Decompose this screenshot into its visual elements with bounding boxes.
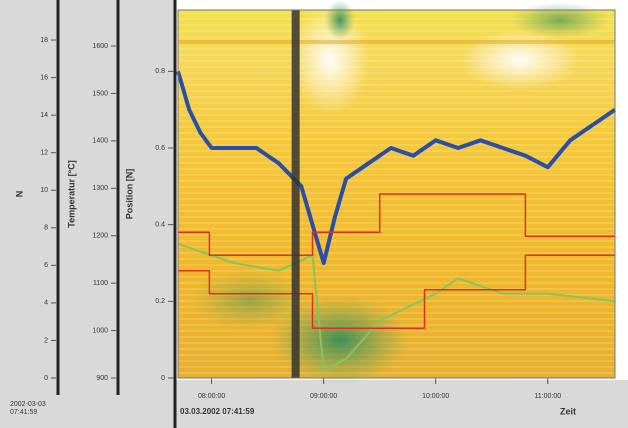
y-tick-label: 1600	[92, 43, 108, 50]
series-line	[176, 70, 617, 265]
x-axis-label: Zeit	[560, 406, 576, 416]
y-tick-label: 0	[44, 375, 48, 382]
y-tick-label: 0	[161, 375, 165, 382]
y-tick-label: 0.2	[155, 298, 165, 305]
y-tick-label: 0.4	[155, 222, 165, 229]
y-tick-label: 18	[40, 37, 48, 44]
y-tick-label: 6	[44, 262, 48, 269]
cursor	[291, 10, 300, 378]
x-tick-label: 10:00:00	[422, 393, 449, 400]
y-tick-label: 1000	[92, 327, 108, 334]
y-tick-label: 1200	[92, 233, 108, 240]
x-tick-label: 09:00:00	[310, 393, 337, 400]
y-tick-label: 4	[44, 300, 48, 307]
y-tick-label: 1500	[92, 90, 108, 97]
y-tick-label: 8	[44, 225, 48, 232]
x-tick-label: 11:00:00	[534, 393, 561, 400]
start-date: 2002-03-03	[10, 401, 46, 408]
axis-label: N	[14, 191, 24, 198]
time-panel	[0, 380, 628, 428]
start-label: 03.03.2002 07:41:59	[180, 407, 255, 416]
y-tick-label: 12	[40, 150, 48, 157]
y-tick-label: 14	[40, 112, 48, 119]
y-tick-label: 10	[40, 187, 48, 194]
y-tick-label: 0.8	[155, 68, 165, 75]
axis-panel	[0, 0, 176, 428]
plot-frame	[177, 9, 616, 379]
series-line	[178, 254, 615, 329]
y-tick-label: 0.6	[155, 145, 165, 152]
series-line	[177, 242, 616, 372]
y-tick-label: 1100	[93, 280, 108, 287]
y-tick-label: 1400	[92, 138, 108, 145]
start-time: 07:41:59	[10, 409, 37, 416]
axis-label: Temperatur [°C]	[66, 160, 76, 227]
y-tick-label: 900	[96, 375, 108, 382]
y-tick-label: 2	[44, 337, 48, 344]
series-line	[178, 193, 615, 257]
heatmap	[178, 0, 615, 385]
y-tick-label: 16	[40, 74, 48, 81]
y-tick-label: 1300	[92, 185, 108, 192]
axis-label: Position [N]	[124, 169, 134, 220]
x-tick-label: 08:00:00	[198, 393, 225, 400]
